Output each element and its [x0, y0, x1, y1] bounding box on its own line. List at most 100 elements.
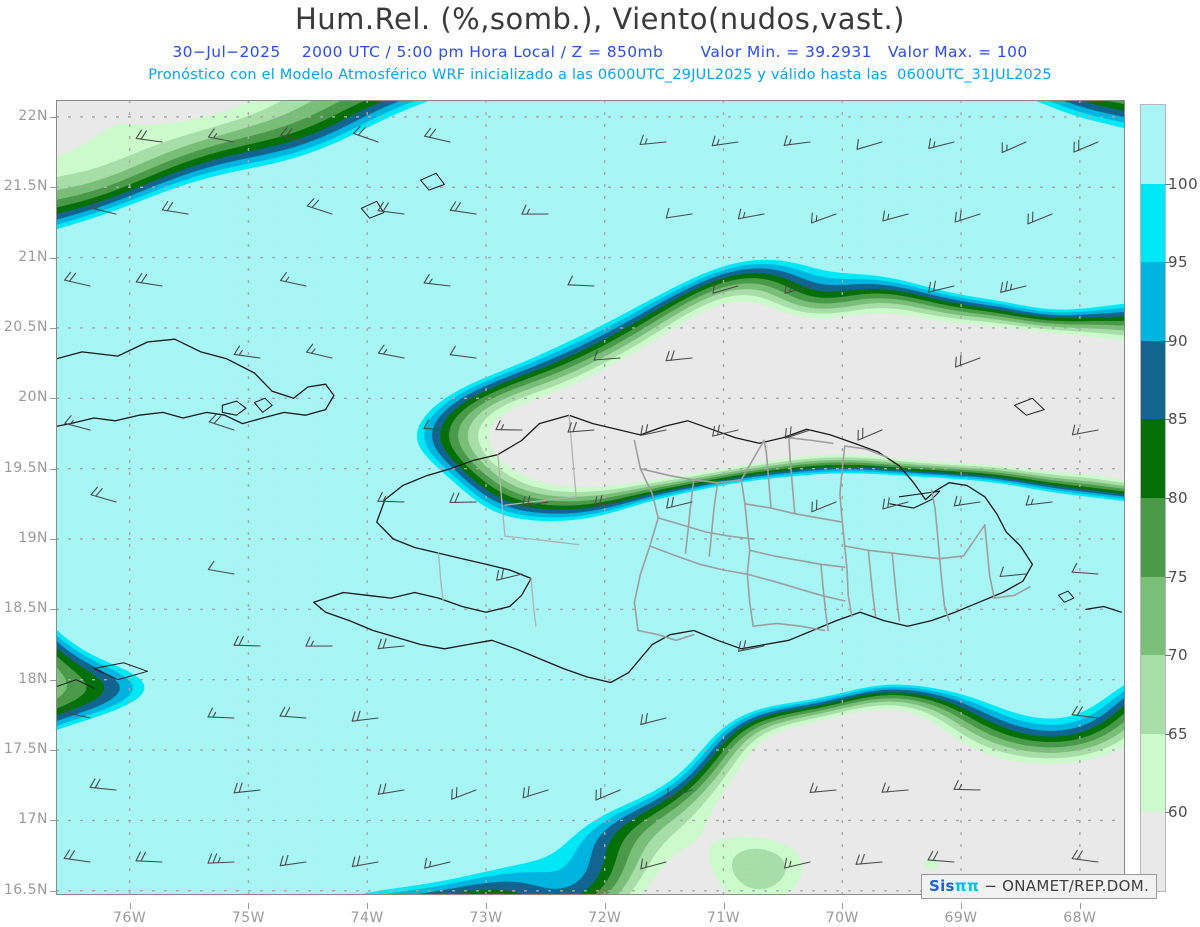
y-tick-mark	[50, 258, 56, 259]
wind-barb	[90, 779, 116, 790]
wind-barb	[425, 858, 450, 868]
wind-barb	[856, 855, 882, 865]
colorbar-band	[1141, 419, 1165, 498]
colorbar-tick-mark	[1165, 577, 1171, 578]
wind-barb	[1072, 563, 1098, 574]
y-tick-mark	[50, 750, 56, 751]
wind-barb	[280, 855, 306, 865]
y-tick-label: 20.5N	[0, 319, 48, 335]
header-model-line: Pronóstico con el Modelo Atmosférico WRF…	[0, 67, 1200, 83]
wind-barb	[883, 498, 908, 509]
wind-barb	[712, 136, 738, 145]
agency-name: ONAMET/REP.DOM.	[1002, 877, 1149, 895]
colorbar-tick-labels: 100 95 90 85 80 75 70 65 60	[1168, 100, 1200, 900]
colorbar-gradient[interactable]	[1141, 105, 1165, 891]
wind-barb	[378, 784, 404, 794]
y-tick-label: 19N	[0, 530, 48, 546]
map-plot-area[interactable]	[56, 100, 1125, 895]
x-tick-mark	[248, 903, 249, 909]
colorbar-band	[1141, 341, 1165, 420]
x-tick-label: 74W	[337, 910, 397, 926]
wind-barb	[307, 199, 332, 214]
y-tick-mark	[50, 117, 56, 118]
x-tick-label: 76W	[100, 910, 160, 926]
wind-barb	[450, 493, 476, 502]
x-tick-mark	[367, 903, 368, 909]
colorbar-tick-label: 95	[1168, 253, 1188, 271]
y-tick-label: 19.5N	[0, 460, 48, 476]
wind-barb	[1072, 425, 1098, 435]
y-tick-mark	[50, 187, 56, 188]
wind-barb	[785, 858, 810, 868]
wind-barb	[883, 211, 908, 221]
wind-barb	[954, 496, 980, 505]
wind-barb	[162, 202, 188, 214]
y-tick-label: 16.5N	[0, 882, 48, 898]
y-tick-label: 20N	[0, 389, 48, 405]
colorbar-band	[1141, 262, 1165, 341]
wind-barb	[208, 129, 234, 142]
wind-barb	[522, 496, 548, 506]
y-tick-label: 21N	[0, 249, 48, 265]
y-tick-label: 17N	[0, 811, 48, 827]
brand-pi: ππ	[955, 877, 979, 895]
wind-barb	[208, 708, 234, 718]
wind-barb	[739, 641, 764, 652]
colorbar-tick-label: 60	[1168, 803, 1188, 821]
wind-barb	[450, 346, 476, 358]
wind-barb	[378, 345, 404, 358]
wind-barb	[91, 487, 116, 502]
x-tick-label: 70W	[812, 910, 872, 926]
y-tick-mark	[50, 539, 56, 540]
y-tick-label: 18.5N	[0, 600, 48, 616]
wind-barb	[136, 852, 162, 862]
wind-barb	[641, 859, 666, 869]
wind-barb	[424, 420, 450, 430]
wind-barb	[929, 139, 954, 149]
wind-barb	[424, 274, 450, 286]
colorbar-tick-mark	[1165, 262, 1171, 263]
wind-barb	[713, 283, 738, 293]
colorbar-tick-label: 90	[1168, 332, 1188, 350]
wind-barb	[882, 783, 908, 792]
wind-barb	[234, 636, 260, 646]
wind-barb	[64, 850, 90, 862]
colorbar-band	[1141, 105, 1165, 184]
wind-barb	[956, 355, 980, 367]
wind-barb	[450, 202, 476, 214]
wind-barb	[307, 344, 332, 358]
wind-barb	[594, 496, 620, 506]
colorbar-band	[1141, 577, 1165, 656]
wind-barb	[65, 272, 90, 286]
wind-barb	[666, 208, 692, 217]
colorbar-band	[1141, 655, 1165, 734]
colorbar-tick-label: 70	[1168, 646, 1188, 664]
wind-barb	[594, 351, 620, 360]
wind-barb	[857, 140, 882, 150]
wind-barb	[1072, 706, 1098, 718]
colorbar-tick-mark	[1165, 734, 1171, 735]
x-tick-label: 68W	[1050, 910, 1110, 926]
wind-barb	[812, 500, 836, 512]
wind-barb	[738, 209, 764, 219]
colorbar-tick-label: 100	[1168, 175, 1198, 193]
x-tick-mark	[961, 903, 962, 909]
wind-barb	[928, 851, 954, 862]
colorbar-tick-label: 80	[1168, 489, 1188, 507]
x-axis-longitude: 76W 75W 74W 73W 72W 71W 70W 69W 68W	[56, 903, 1125, 927]
wind-barb	[568, 422, 594, 432]
wind-barb	[378, 639, 404, 649]
wind-barb	[452, 788, 476, 800]
wind-barb	[378, 492, 404, 502]
colorbar-tick-mark	[1165, 184, 1171, 185]
x-tick-label: 73W	[456, 910, 516, 926]
colorbar-tick-mark	[1165, 812, 1171, 813]
wind-barb	[91, 200, 116, 214]
wind-barb	[65, 704, 90, 718]
x-tick-mark	[842, 903, 843, 909]
x-tick-label: 71W	[694, 910, 754, 926]
wind-barb	[234, 783, 260, 793]
wind-barb	[641, 714, 666, 725]
colorbar-tick-mark	[1165, 655, 1171, 656]
colorbar-tick-label: 85	[1168, 410, 1188, 428]
